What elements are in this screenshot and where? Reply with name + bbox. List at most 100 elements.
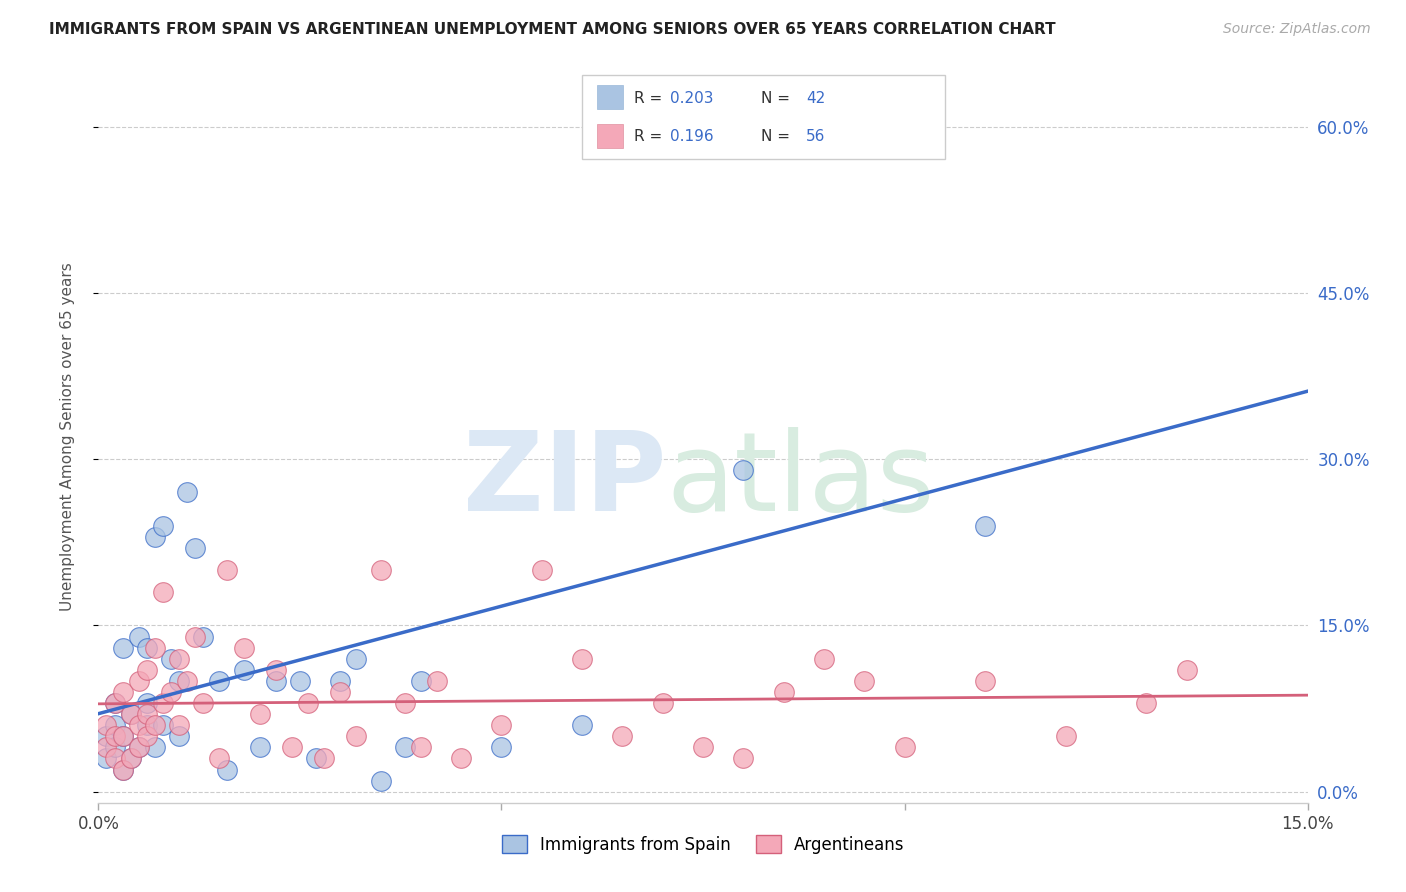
Point	[111, 729, 134, 743]
Point	[733, 751, 755, 765]
Text: 0.196: 0.196	[671, 129, 714, 145]
Point	[370, 773, 392, 788]
Point	[217, 563, 239, 577]
Point	[651, 696, 673, 710]
Point	[103, 751, 125, 765]
Text: N =: N =	[761, 91, 794, 106]
Point	[217, 763, 239, 777]
Point	[193, 696, 215, 710]
Point	[135, 640, 157, 655]
Point	[772, 685, 794, 699]
Point	[232, 640, 254, 655]
FancyBboxPatch shape	[596, 124, 623, 148]
Point	[167, 673, 190, 688]
Point	[571, 651, 593, 665]
Point	[143, 530, 166, 544]
Point	[612, 131, 634, 145]
Point	[344, 729, 367, 743]
Point	[394, 740, 416, 755]
Point	[692, 740, 714, 755]
Point	[612, 729, 634, 743]
Point	[128, 673, 150, 688]
Point	[264, 663, 287, 677]
Point	[143, 718, 166, 732]
Point	[103, 696, 125, 710]
Point	[120, 707, 142, 722]
Text: atlas: atlas	[666, 427, 935, 534]
Point	[426, 673, 449, 688]
Point	[143, 740, 166, 755]
Point	[571, 718, 593, 732]
Point	[135, 696, 157, 710]
Text: Source: ZipAtlas.com: Source: ZipAtlas.com	[1223, 22, 1371, 37]
Text: 42: 42	[806, 91, 825, 106]
Point	[409, 740, 432, 755]
Point	[120, 751, 142, 765]
Point	[853, 673, 876, 688]
Point	[152, 518, 174, 533]
Point	[297, 696, 319, 710]
Point	[120, 751, 142, 765]
Point	[111, 763, 134, 777]
Point	[103, 718, 125, 732]
Point	[974, 518, 997, 533]
Text: 0.203: 0.203	[671, 91, 714, 106]
Point	[249, 740, 271, 755]
Point	[491, 718, 513, 732]
Point	[329, 673, 352, 688]
Point	[96, 740, 118, 755]
Point	[103, 729, 125, 743]
Point	[135, 663, 157, 677]
Point	[974, 673, 997, 688]
Point	[264, 673, 287, 688]
Text: R =: R =	[634, 129, 672, 145]
Point	[208, 751, 231, 765]
Point	[184, 630, 207, 644]
Point	[152, 696, 174, 710]
Point	[1135, 696, 1157, 710]
Point	[135, 707, 157, 722]
Point	[329, 685, 352, 699]
Point	[152, 718, 174, 732]
Point	[370, 563, 392, 577]
Point	[96, 729, 118, 743]
Point	[394, 696, 416, 710]
Point	[152, 585, 174, 599]
Point	[103, 696, 125, 710]
Point	[111, 640, 134, 655]
Point	[176, 485, 198, 500]
Text: R =: R =	[634, 91, 668, 106]
Text: 56: 56	[806, 129, 825, 145]
Point	[193, 630, 215, 644]
Point	[176, 673, 198, 688]
Point	[1175, 663, 1198, 677]
Point	[135, 729, 157, 743]
Point	[111, 685, 134, 699]
Point	[143, 640, 166, 655]
FancyBboxPatch shape	[596, 85, 623, 109]
FancyBboxPatch shape	[582, 75, 945, 159]
Point	[128, 740, 150, 755]
Point	[111, 763, 134, 777]
Point	[893, 740, 915, 755]
Point	[314, 751, 336, 765]
Point	[305, 751, 328, 765]
Point	[184, 541, 207, 555]
Point	[208, 673, 231, 688]
Point	[160, 651, 183, 665]
Y-axis label: Unemployment Among Seniors over 65 years: Unemployment Among Seniors over 65 years	[60, 263, 75, 611]
Point	[344, 651, 367, 665]
Point	[111, 729, 134, 743]
Text: N =: N =	[761, 129, 794, 145]
Point	[249, 707, 271, 722]
Point	[409, 673, 432, 688]
Point	[450, 751, 472, 765]
Point	[128, 740, 150, 755]
Point	[96, 718, 118, 732]
Point	[103, 740, 125, 755]
Text: ZIP: ZIP	[464, 427, 666, 534]
Point	[128, 718, 150, 732]
Point	[1054, 729, 1077, 743]
Point	[167, 718, 190, 732]
Point	[167, 729, 190, 743]
